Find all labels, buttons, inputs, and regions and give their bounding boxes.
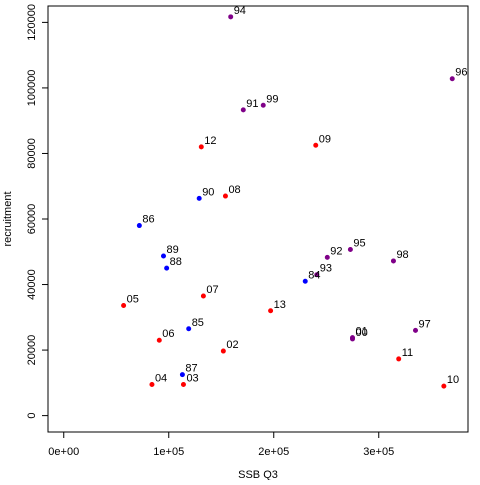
data-point-92: [324, 254, 330, 260]
data-point-95: [347, 246, 353, 252]
data-point-11: [396, 356, 402, 362]
data-point-label-98: 98: [396, 249, 408, 261]
data-point-label-84: 84: [308, 269, 320, 281]
data-point-label-87: 87: [185, 363, 197, 375]
data-point-label-01: 01: [356, 326, 368, 338]
data-point-05: [121, 303, 127, 309]
plot-frame: [47, 5, 469, 433]
data-point-label-89: 89: [167, 244, 179, 256]
data-point-93: [314, 272, 320, 278]
data-point-label-99: 99: [266, 93, 278, 105]
data-point-label-10: 10: [447, 374, 459, 386]
data-point-label-97: 97: [419, 318, 431, 330]
data-point-99: [260, 102, 266, 108]
data-point-87: [179, 372, 185, 378]
data-point-label-92: 92: [330, 245, 342, 257]
data-point-label-96: 96: [455, 67, 467, 79]
y-tick-label: 100000: [26, 70, 38, 107]
data-point-12: [198, 144, 204, 150]
x-tick-label: 3e+05: [363, 446, 394, 458]
y-tick-label: 120000: [26, 4, 38, 41]
data-point-09: [313, 142, 319, 148]
x-tick-label: 1e+05: [153, 446, 184, 458]
data-point-label-08: 08: [228, 184, 240, 196]
y-tick-label: 0: [26, 413, 38, 419]
data-point-90: [196, 195, 202, 201]
y-tick-label: 80000: [26, 138, 38, 169]
data-point-label-06: 06: [162, 328, 174, 340]
data-point-02: [220, 348, 226, 354]
data-point-91: [240, 107, 246, 113]
data-point-label-09: 09: [319, 133, 331, 145]
data-point-label-03: 03: [186, 372, 198, 384]
data-point-label-86: 86: [142, 214, 154, 226]
data-point-86: [136, 223, 142, 229]
data-point-04: [149, 381, 155, 387]
data-points: [121, 14, 455, 389]
y-tick-label: 60000: [26, 204, 38, 235]
data-point-07: [200, 293, 206, 299]
data-point-label-07: 07: [206, 284, 218, 296]
data-point-84: [302, 278, 308, 284]
x-tick-label: 2e+05: [258, 446, 289, 458]
data-point-label-85: 85: [192, 317, 204, 329]
data-point-06: [156, 337, 162, 343]
data-point-label-88: 88: [170, 256, 182, 268]
data-point-94: [228, 14, 234, 20]
data-point-13: [268, 308, 274, 314]
x-tick-label: 0e+00: [48, 446, 79, 458]
data-point-03: [180, 381, 186, 387]
data-point-label-02: 02: [226, 339, 238, 351]
data-point-label-13: 13: [274, 299, 286, 311]
data-point-label-05: 05: [127, 294, 139, 306]
y-axis-label: recruitment: [2, 191, 14, 246]
data-point-label-12: 12: [204, 135, 216, 147]
data-point-label-94: 94: [234, 5, 246, 17]
y-tick-label: 20000: [26, 335, 38, 366]
data-point-88: [164, 265, 170, 271]
data-point-label-00: 00: [356, 327, 368, 339]
data-point-label-04: 04: [155, 372, 167, 384]
data-point-08: [222, 193, 228, 199]
data-point-96: [449, 76, 455, 82]
data-point-85: [186, 326, 192, 332]
data-point-label-91: 91: [246, 98, 258, 110]
data-point-89: [161, 253, 167, 259]
data-point-label-95: 95: [353, 237, 365, 249]
data-point-98: [390, 258, 396, 264]
data-point-97: [412, 327, 418, 333]
data-point-01: [349, 335, 355, 341]
y-tick-label: 40000: [26, 269, 38, 300]
data-point-label-90: 90: [202, 186, 214, 198]
data-point-label-93: 93: [320, 263, 332, 275]
data-point-10: [441, 383, 447, 389]
data-point-label-11: 11: [402, 347, 413, 359]
x-axis-label: SSB Q3: [238, 469, 278, 480]
